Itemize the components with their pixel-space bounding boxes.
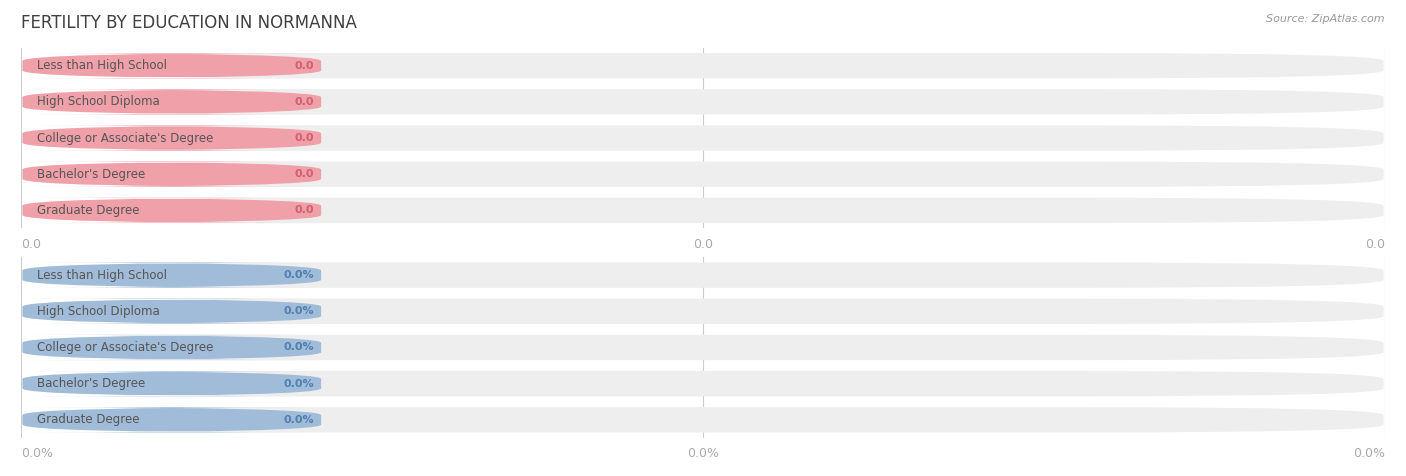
Text: 0.0%: 0.0% [688,447,718,460]
Text: 0.0: 0.0 [693,238,713,250]
FancyBboxPatch shape [22,53,1384,79]
FancyBboxPatch shape [22,407,1384,433]
Text: 0.0: 0.0 [21,238,41,250]
FancyBboxPatch shape [21,53,322,79]
Text: Bachelor's Degree: Bachelor's Degree [38,377,146,390]
FancyBboxPatch shape [22,298,1384,324]
Text: 0.0: 0.0 [295,60,315,71]
Text: Less than High School: Less than High School [38,59,167,72]
Text: Less than High School: Less than High School [38,268,167,282]
Text: High School Diploma: High School Diploma [38,95,160,109]
Text: 0.0%: 0.0% [1353,447,1385,460]
FancyBboxPatch shape [22,335,1384,360]
Text: 0.0%: 0.0% [284,270,315,280]
FancyBboxPatch shape [21,335,322,360]
FancyBboxPatch shape [22,125,1384,151]
Text: FERTILITY BY EDUCATION IN NORMANNA: FERTILITY BY EDUCATION IN NORMANNA [21,14,357,32]
Text: Graduate Degree: Graduate Degree [38,204,141,217]
FancyBboxPatch shape [21,89,322,115]
Text: Source: ZipAtlas.com: Source: ZipAtlas.com [1267,14,1385,24]
Text: 0.0: 0.0 [295,97,315,107]
FancyBboxPatch shape [21,262,322,288]
FancyBboxPatch shape [22,198,1384,223]
Text: 0.0%: 0.0% [284,415,315,425]
FancyBboxPatch shape [21,407,322,433]
Text: Graduate Degree: Graduate Degree [38,413,141,426]
Text: 0.0: 0.0 [295,133,315,143]
FancyBboxPatch shape [22,89,1384,115]
FancyBboxPatch shape [21,198,322,223]
Text: Bachelor's Degree: Bachelor's Degree [38,168,146,181]
Text: 0.0%: 0.0% [284,342,315,353]
Text: 0.0%: 0.0% [284,306,315,317]
Text: 0.0%: 0.0% [284,378,315,389]
FancyBboxPatch shape [21,298,322,324]
FancyBboxPatch shape [22,161,1384,187]
FancyBboxPatch shape [22,371,1384,397]
Text: High School Diploma: High School Diploma [38,305,160,318]
FancyBboxPatch shape [21,125,322,151]
Text: 0.0: 0.0 [1365,238,1385,250]
Text: 0.0: 0.0 [295,169,315,179]
Text: 0.0: 0.0 [295,205,315,216]
FancyBboxPatch shape [21,371,322,397]
Text: College or Associate's Degree: College or Associate's Degree [38,341,214,354]
FancyBboxPatch shape [21,161,322,187]
Text: College or Associate's Degree: College or Associate's Degree [38,131,214,145]
FancyBboxPatch shape [22,262,1384,288]
Text: 0.0%: 0.0% [21,447,53,460]
